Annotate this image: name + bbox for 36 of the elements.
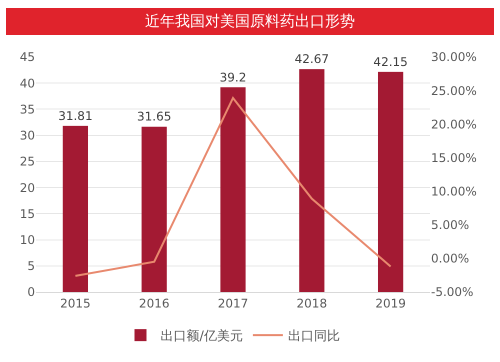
legend-label: 出口额/亿美元 bbox=[160, 328, 243, 344]
bar bbox=[142, 126, 167, 292]
bar bbox=[378, 72, 404, 292]
legend-label: 出口同比 bbox=[288, 329, 340, 344]
y2-tick-label: 5.00% bbox=[431, 218, 470, 232]
y-tick-label: 5 bbox=[27, 259, 35, 274]
x-tick-label: 2015 bbox=[60, 296, 91, 310]
y-tick-label: 35 bbox=[20, 102, 35, 116]
y2-tick-label: 10.00% bbox=[431, 184, 477, 198]
y-tick-label: 15 bbox=[20, 206, 35, 221]
data-label: 42.15 bbox=[373, 54, 408, 69]
x-tick-label: 2017 bbox=[218, 296, 248, 310]
y2-tick-label: 0.00% bbox=[431, 252, 470, 266]
x-tick-label: 2019 bbox=[375, 296, 406, 310]
data-label: 39.2 bbox=[220, 70, 246, 84]
y2-tick-label: 20.00% bbox=[431, 117, 477, 132]
x-tick-label: 2016 bbox=[138, 296, 170, 310]
y-tick-label: 40 bbox=[20, 76, 35, 90]
y-tick-label: 45 bbox=[20, 50, 35, 64]
y2-tick-label: 30.00% bbox=[431, 50, 477, 64]
bar bbox=[299, 69, 324, 292]
bar bbox=[220, 87, 246, 292]
x-tick-label: 2018 bbox=[296, 296, 328, 310]
y-tick-label: 10 bbox=[20, 232, 35, 247]
y-tick-label: 25 bbox=[20, 154, 35, 169]
y-tick-label: 30 bbox=[20, 128, 35, 143]
chart-title: 近年我国对美国原料药出口形势 bbox=[6, 8, 494, 35]
bar bbox=[62, 126, 88, 292]
data-label: 31.81 bbox=[58, 108, 93, 123]
y-tick-label: 0 bbox=[27, 285, 35, 300]
y2-tick-label: 15.00% bbox=[431, 150, 477, 165]
y2-tick-label: -5.00% bbox=[431, 285, 474, 300]
y-tick-label: 20 bbox=[20, 180, 35, 195]
data-label: 42.67 bbox=[294, 52, 329, 66]
y2-tick-label: 25.00% bbox=[431, 84, 477, 98]
data-label: 31.65 bbox=[137, 110, 172, 124]
